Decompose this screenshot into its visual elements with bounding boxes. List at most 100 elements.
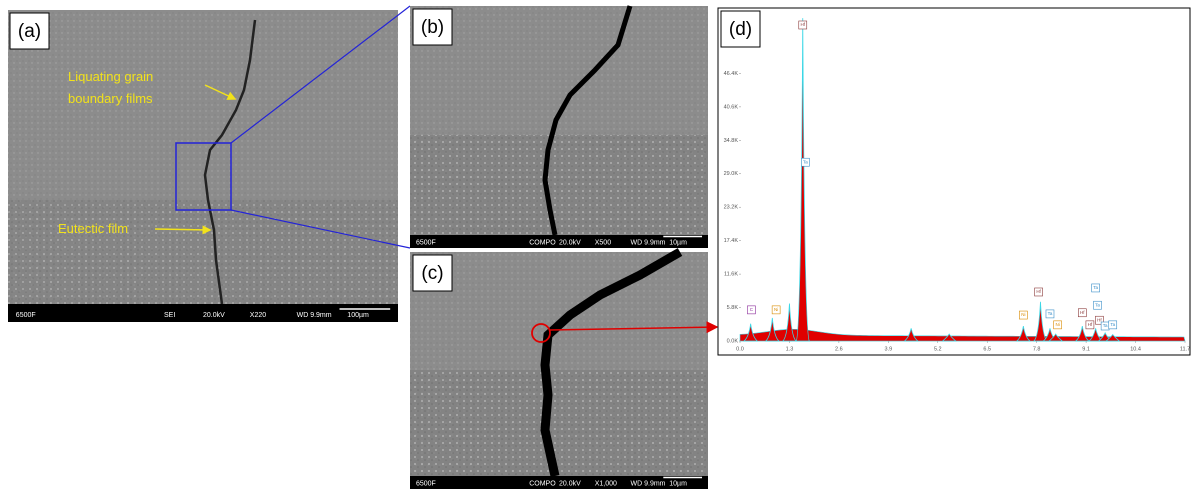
peak-label: Ni [1021, 312, 1025, 317]
peak-label: C [750, 307, 754, 312]
info-text: 10µm [669, 239, 687, 246]
zoom-line [230, 5, 411, 144]
peak-label-box [1034, 287, 1043, 297]
panel-frame [717, 7, 1191, 356]
peak-label-box [1078, 308, 1087, 318]
peak-label: Ta [1110, 322, 1115, 327]
info-text: 100µm [347, 312, 369, 319]
peak-label: Hf [1080, 310, 1085, 315]
zoom-box [175, 142, 232, 211]
y-tick-label: 23.2K [724, 205, 739, 211]
annotation: Liquating grain [68, 69, 153, 84]
peak-label: Ni [774, 307, 778, 312]
crack [542, 5, 633, 236]
peak [795, 18, 811, 342]
peak-label-box [1045, 309, 1055, 319]
arrow [549, 321, 719, 334]
info-text: 6500F [16, 312, 36, 319]
x-tick-label: 6.5 [983, 346, 991, 352]
peak-label-box [1095, 315, 1104, 325]
y-tick-label: 0.0K [727, 338, 739, 344]
info-text: X500 [595, 239, 611, 246]
info-text: 6500F [416, 480, 436, 487]
x-tick-label: 10.4 [1130, 346, 1141, 352]
arrow [154, 225, 212, 235]
info-text: 10µm [669, 480, 687, 487]
x-tick-label: 11.7 [1180, 346, 1190, 352]
peak-label: Hf [1088, 322, 1093, 327]
info-text: COMPO [529, 480, 556, 487]
panel-label: (c) [421, 263, 443, 284]
peak-label: Ta [1093, 285, 1098, 290]
y-tick-label: 29.0K [724, 171, 739, 177]
x-tick-label: 2.6 [835, 346, 843, 352]
info-text: X1,000 [595, 480, 617, 487]
panel-label-box [412, 254, 453, 292]
y-tick-label: 40.6K [724, 104, 739, 110]
peak-label: Hf [1036, 289, 1041, 294]
panel-label-box [9, 12, 50, 50]
x-tick-label: 0.0 [736, 346, 744, 352]
crack [540, 248, 683, 477]
peak [1105, 334, 1121, 342]
peak [1074, 325, 1091, 342]
info-bar [8, 304, 398, 322]
peak [1015, 325, 1032, 342]
x-tick-label: 5.2 [934, 346, 942, 352]
y-tick-label: 17.4K [724, 238, 739, 244]
peak-label: Ta [1095, 302, 1100, 307]
peak [1047, 333, 1064, 342]
peak-label-box [1093, 300, 1102, 310]
peak-label: Hf [1097, 317, 1102, 322]
info-text: 20.0kV [559, 239, 581, 246]
x-tick-label: 1.3 [786, 346, 794, 352]
peak-label-box [747, 305, 756, 315]
peak [781, 303, 798, 342]
peak [941, 333, 957, 342]
peak [903, 328, 919, 342]
peak-label-box [1019, 310, 1028, 320]
y-tick-label: 34.8K [724, 138, 739, 144]
sem-region [8, 200, 398, 304]
peak [764, 317, 781, 342]
arrow [204, 84, 237, 100]
panel-label: (a) [18, 21, 41, 42]
sem-region [410, 370, 708, 476]
info-text: 6500F [416, 239, 436, 246]
peak-label-box [1085, 320, 1095, 330]
crack [203, 19, 257, 305]
sem-region [410, 135, 708, 235]
panel-label: (d) [729, 19, 752, 40]
peak-label-box [1091, 283, 1100, 293]
info-bar [410, 235, 708, 248]
x-tick-label: 9.1 [1082, 346, 1090, 352]
y-tick-label: 5.8K [727, 305, 739, 311]
panel-label-box [412, 8, 453, 46]
panel-label-box [720, 10, 761, 48]
annotation: boundary films [68, 91, 153, 106]
info-text: SEI [164, 312, 175, 319]
info-text: 20.0kV [203, 312, 225, 319]
panel-b: (b) [410, 5, 708, 248]
peak-label-box [801, 157, 810, 167]
analysis-spot [531, 323, 551, 343]
panel-d: (d) 0.0K 5.8K 11.6K 17.4K 23.2K 29.0K 34.8K 40.… [717, 7, 1191, 356]
peak-label: Ta [1048, 311, 1053, 316]
y-tick-label: 46.4K [724, 71, 739, 77]
panel-c: (c) [410, 248, 708, 489]
x-tick-label: 7.8 [1033, 346, 1041, 352]
peak-label-box [1108, 320, 1118, 330]
panel-a: (a) Liquating grain boundary films Eutec… [8, 10, 398, 322]
x-tick-label: 3.9 [885, 346, 893, 352]
info-bar [410, 476, 708, 489]
info-text: COMPO [529, 239, 556, 246]
annotation: Eutectic film [58, 221, 128, 236]
info-text: 20.0kV [559, 480, 581, 487]
peak-label: Ta [803, 159, 808, 164]
zoom-line [230, 209, 411, 249]
peak-label: Ta [1103, 323, 1108, 328]
info-text: WD 9.9mm [297, 312, 332, 319]
info-text: WD 9.9mm [631, 239, 666, 246]
panel-label: (b) [421, 17, 444, 38]
